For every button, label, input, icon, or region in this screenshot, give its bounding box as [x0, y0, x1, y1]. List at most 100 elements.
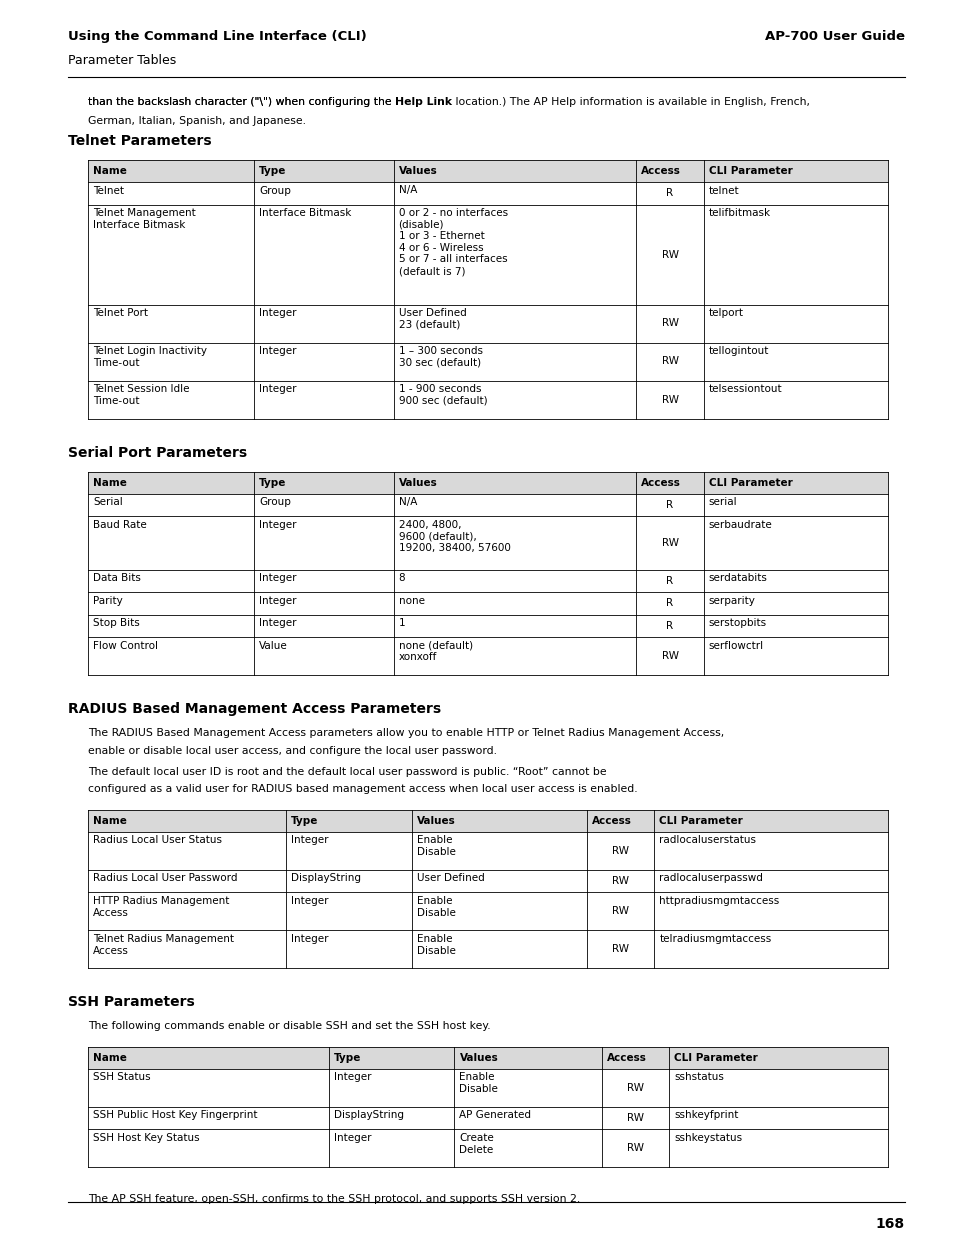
Text: User Defined
23 (default): User Defined 23 (default) — [398, 308, 466, 330]
Text: location.) The AP Help information is available in English, French,: location.) The AP Help information is av… — [452, 98, 809, 107]
Text: Values: Values — [398, 478, 436, 488]
Bar — [88, 592, 887, 615]
Text: Access: Access — [640, 165, 680, 177]
Text: serparity: serparity — [708, 595, 755, 605]
Text: Access: Access — [606, 1053, 646, 1063]
Text: RW: RW — [660, 319, 678, 329]
Text: Integer: Integer — [259, 618, 296, 629]
Text: The RADIUS Based Management Access parameters allow you to enable HTTP or Telnet: The RADIUS Based Management Access param… — [88, 727, 723, 739]
Text: Name: Name — [92, 816, 127, 826]
Text: Integer: Integer — [291, 836, 328, 846]
Bar — [88, 569, 887, 592]
Text: Name: Name — [92, 165, 127, 177]
Text: than the backslash character ("\") when configuring the: than the backslash character ("\") when … — [88, 98, 395, 107]
Text: RW: RW — [612, 877, 628, 887]
Text: radlocaluserpasswd: radlocaluserpasswd — [659, 873, 762, 883]
Text: 8: 8 — [398, 573, 405, 583]
Text: Type: Type — [259, 165, 286, 177]
Text: AP Generated: AP Generated — [459, 1110, 531, 1120]
Text: Telnet Parameters: Telnet Parameters — [68, 135, 212, 148]
Text: RW: RW — [660, 394, 678, 405]
Text: Values: Values — [398, 165, 436, 177]
Text: RW: RW — [626, 1144, 643, 1153]
Text: radlocaluserstatus: radlocaluserstatus — [659, 836, 756, 846]
Text: 1: 1 — [398, 618, 405, 629]
Text: Flow Control: Flow Control — [92, 641, 158, 651]
Text: The default local user ID is root and the default local user password is public.: The default local user ID is root and th… — [88, 767, 606, 777]
Text: tellogintout: tellogintout — [708, 346, 768, 356]
Text: Name: Name — [92, 1053, 127, 1063]
Text: SSH Parameters: SSH Parameters — [68, 995, 194, 1009]
Text: sshstatus: sshstatus — [674, 1072, 723, 1083]
Text: Integer: Integer — [259, 308, 296, 317]
Text: RW: RW — [660, 537, 678, 548]
Text: Value: Value — [259, 641, 288, 651]
Bar — [88, 1070, 887, 1107]
Text: CLI Parameter: CLI Parameter — [674, 1053, 757, 1063]
Bar — [88, 930, 887, 968]
Text: CLI Parameter: CLI Parameter — [708, 165, 792, 177]
Text: Telnet Management
Interface Bitmask: Telnet Management Interface Bitmask — [92, 207, 195, 230]
Text: Enable
Disable: Enable Disable — [459, 1072, 497, 1094]
Text: R: R — [666, 621, 673, 631]
Text: Integer: Integer — [334, 1132, 372, 1144]
Text: Integer: Integer — [259, 595, 296, 605]
Bar — [88, 869, 887, 893]
Text: R: R — [666, 188, 673, 199]
Text: Serial: Serial — [92, 496, 123, 508]
Text: CLI Parameter: CLI Parameter — [708, 478, 792, 488]
Text: SSH Host Key Status: SSH Host Key Status — [92, 1132, 199, 1144]
Text: Help Link: Help Link — [395, 98, 452, 107]
Text: Create
Delete: Create Delete — [459, 1132, 494, 1155]
Bar — [88, 494, 887, 516]
Text: R: R — [666, 598, 673, 609]
Text: CLI Parameter: CLI Parameter — [659, 816, 742, 826]
Text: serstopbits: serstopbits — [708, 618, 766, 629]
Text: Telnet Session Idle
Time-out: Telnet Session Idle Time-out — [92, 384, 190, 405]
Bar — [88, 380, 887, 419]
Bar — [88, 342, 887, 380]
Text: RW: RW — [660, 357, 678, 367]
Text: Radius Local User Password: Radius Local User Password — [92, 873, 237, 883]
Text: RW: RW — [626, 1083, 643, 1093]
Text: enable or disable local user access, and configure the local user password.: enable or disable local user access, and… — [88, 746, 497, 756]
Text: SSH Public Host Key Fingerprint: SSH Public Host Key Fingerprint — [92, 1110, 257, 1120]
Text: N/A: N/A — [398, 496, 416, 508]
Text: serflowctrl: serflowctrl — [708, 641, 763, 651]
Text: Name: Name — [92, 478, 127, 488]
Text: Telnet Login Inactivity
Time-out: Telnet Login Inactivity Time-out — [92, 346, 207, 368]
Text: RW: RW — [612, 846, 628, 856]
Text: 168: 168 — [875, 1216, 904, 1231]
Text: 1 - 900 seconds
900 sec (default): 1 - 900 seconds 900 sec (default) — [398, 384, 487, 405]
Text: Access: Access — [640, 478, 680, 488]
Text: Parity: Parity — [92, 595, 123, 605]
Text: N/A: N/A — [398, 185, 416, 195]
Text: serdatabits: serdatabits — [708, 573, 767, 583]
Text: User Defined: User Defined — [416, 873, 484, 883]
Text: RW: RW — [660, 651, 678, 661]
Bar — [88, 893, 887, 930]
Text: Serial Port Parameters: Serial Port Parameters — [68, 446, 247, 459]
Text: SSH Status: SSH Status — [92, 1072, 151, 1083]
Text: Telnet Port: Telnet Port — [92, 308, 148, 317]
Text: Group: Group — [259, 185, 291, 195]
Text: The AP SSH feature, open-SSH, confirms to the SSH protocol, and supports SSH ver: The AP SSH feature, open-SSH, confirms t… — [88, 1194, 579, 1204]
Text: Values: Values — [459, 1053, 497, 1063]
Text: Using the Command Line Interface (CLI): Using the Command Line Interface (CLI) — [68, 30, 366, 43]
Text: configured as a valid user for RADIUS based management access when local user ac: configured as a valid user for RADIUS ba… — [88, 784, 637, 794]
Text: Values: Values — [416, 816, 455, 826]
Bar — [88, 516, 887, 569]
Text: than the backslash character ("\") when configuring the: than the backslash character ("\") when … — [88, 98, 395, 107]
Text: DisplayString: DisplayString — [291, 873, 360, 883]
Text: sshkeyfprint: sshkeyfprint — [674, 1110, 738, 1120]
Text: Integer: Integer — [259, 384, 296, 394]
Text: RADIUS Based Management Access Parameters: RADIUS Based Management Access Parameter… — [68, 701, 440, 716]
Text: RW: RW — [626, 1113, 643, 1124]
Text: RW: RW — [612, 906, 628, 916]
Bar — [88, 1107, 887, 1130]
Text: The following commands enable or disable SSH and set the SSH host key.: The following commands enable or disable… — [88, 1021, 490, 1031]
Text: Integer: Integer — [259, 573, 296, 583]
Text: sshkeystatus: sshkeystatus — [674, 1132, 741, 1144]
Bar — [88, 615, 887, 637]
Text: 2400, 4800,
9600 (default),
19200, 38400, 57600: 2400, 4800, 9600 (default), 19200, 38400… — [398, 520, 510, 553]
